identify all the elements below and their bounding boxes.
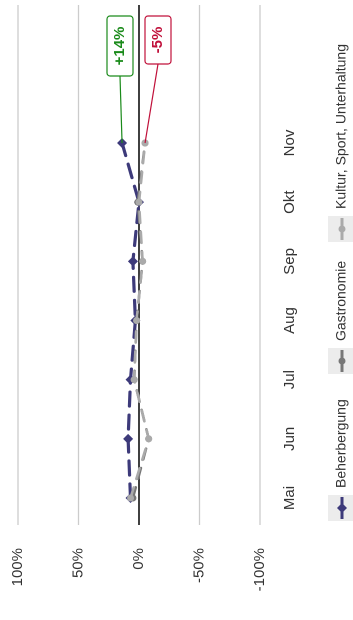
point-kultur-sport-unterhaltung-okt (135, 198, 143, 206)
point-kultur-sport-unterhaltung-jul (130, 376, 138, 384)
point-beherbergung-sep (127, 256, 138, 267)
y-tick-0: 0% (130, 548, 147, 570)
point-kultur-sport-unterhaltung-aug (133, 317, 141, 324)
annotation-box-14 (106, 15, 134, 77)
y-tick-100: -100% (251, 548, 268, 591)
y-tick-100: 100% (9, 548, 26, 586)
point-kultur-sport-unterhaltung-jun (145, 435, 153, 443)
legend-label-beherbergung: Beherbergung (333, 399, 349, 488)
series-layer (117, 138, 153, 503)
point-kultur-sport-unterhaltung-sep (139, 257, 147, 265)
x-tick-nov: Nov (281, 129, 298, 156)
point-beherbergung-jun (123, 433, 134, 444)
x-tick-jun: Jun (281, 427, 298, 451)
tick-layer: 100% 50% 0% -50% -100% Mai Jun Jul Aug Sep Okt Nov (9, 129, 298, 591)
annotation-label-5: -5% (149, 27, 166, 54)
y-tick-50: -50% (190, 548, 207, 583)
y-tick-50: 50% (69, 548, 86, 578)
legend-marker-beherbergung (337, 503, 347, 513)
legend: Beherbergung Gastronomie Kultur, Sport, Un… (328, 44, 353, 521)
grid-layer (17, 5, 261, 525)
x-tick-sep: Sep (281, 248, 298, 275)
annotation-layer: +14% -5% (106, 15, 172, 144)
point-kultur-sport-unterhaltung-mai (127, 494, 135, 502)
legend-marker-gastronomie (338, 357, 346, 365)
x-tick-jul: Jul (281, 370, 298, 389)
x-tick-aug: Aug (281, 307, 298, 334)
annotation-leader-5 (144, 63, 159, 144)
annotation-label-14: +14% (111, 27, 128, 66)
x-tick-okt: Okt (281, 190, 298, 214)
legend-marker-kultur-sport-unterhaltung (338, 225, 346, 233)
annotation-box-5 (144, 15, 172, 65)
annotation-leader-14 (119, 75, 123, 144)
legend-label-gastronomie: Gastronomie (333, 261, 349, 341)
legend-label-kultur-sport-unterhaltung: Kultur, Sport, Unterhaltung (333, 44, 349, 209)
x-tick-mai: Mai (281, 486, 298, 510)
